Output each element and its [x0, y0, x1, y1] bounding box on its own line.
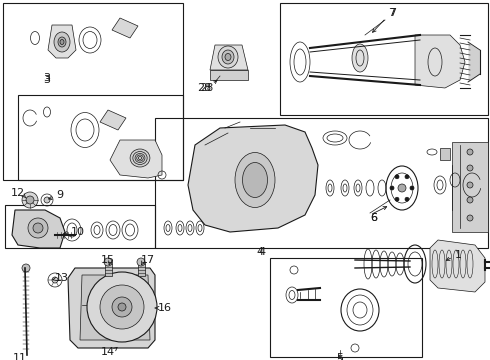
Ellipse shape	[222, 50, 234, 64]
Text: 16: 16	[158, 303, 172, 313]
Text: 12: 12	[11, 188, 25, 198]
Text: 28: 28	[197, 83, 211, 93]
Text: 9: 9	[56, 190, 64, 200]
Polygon shape	[440, 148, 450, 160]
Circle shape	[51, 231, 59, 239]
Ellipse shape	[54, 32, 70, 52]
Text: 11: 11	[13, 353, 27, 360]
Circle shape	[87, 272, 157, 342]
Ellipse shape	[243, 162, 268, 198]
Bar	[452, 142, 488, 232]
Circle shape	[52, 277, 58, 283]
Bar	[155, 118, 488, 248]
Circle shape	[44, 197, 50, 203]
Polygon shape	[110, 140, 162, 178]
Ellipse shape	[225, 54, 231, 60]
Text: 17: 17	[141, 255, 155, 265]
Polygon shape	[210, 70, 248, 80]
Polygon shape	[188, 125, 318, 232]
Polygon shape	[105, 262, 112, 276]
Bar	[18, 95, 183, 180]
Ellipse shape	[58, 37, 66, 47]
Circle shape	[395, 197, 399, 201]
Text: 4: 4	[258, 247, 266, 257]
Bar	[270, 258, 422, 357]
Text: 6: 6	[370, 213, 377, 223]
Ellipse shape	[60, 40, 64, 45]
Text: 1: 1	[455, 250, 462, 260]
Text: 5: 5	[337, 355, 343, 360]
Text: 3: 3	[44, 75, 50, 85]
Ellipse shape	[137, 155, 143, 161]
Circle shape	[467, 197, 473, 203]
Circle shape	[26, 196, 34, 204]
Circle shape	[405, 197, 409, 201]
Circle shape	[395, 175, 399, 179]
Polygon shape	[12, 210, 65, 248]
Ellipse shape	[138, 157, 142, 159]
Circle shape	[467, 149, 473, 155]
Bar	[280, 3, 488, 115]
Bar	[3, 3, 183, 180]
Text: 6: 6	[370, 213, 377, 223]
Circle shape	[22, 192, 38, 208]
Circle shape	[467, 182, 473, 188]
Circle shape	[137, 258, 145, 266]
Circle shape	[467, 165, 473, 171]
Circle shape	[118, 303, 126, 311]
Circle shape	[104, 258, 112, 266]
Text: 7: 7	[389, 8, 395, 18]
Polygon shape	[100, 110, 126, 130]
Polygon shape	[80, 275, 150, 340]
Text: 4: 4	[256, 247, 264, 257]
Polygon shape	[430, 240, 485, 292]
Circle shape	[112, 297, 132, 317]
Text: 14: 14	[101, 347, 115, 357]
Polygon shape	[68, 268, 155, 348]
Text: 15: 15	[101, 255, 115, 265]
Polygon shape	[48, 25, 76, 58]
Polygon shape	[138, 262, 145, 276]
Text: 5: 5	[337, 353, 343, 360]
Ellipse shape	[133, 152, 147, 165]
Text: 13: 13	[55, 273, 69, 283]
Text: 28: 28	[200, 83, 214, 93]
Ellipse shape	[352, 44, 368, 72]
Polygon shape	[112, 18, 138, 38]
Circle shape	[467, 215, 473, 221]
Circle shape	[390, 186, 394, 190]
Text: 10: 10	[71, 227, 85, 237]
Circle shape	[405, 175, 409, 179]
Ellipse shape	[135, 153, 145, 162]
Circle shape	[33, 223, 43, 233]
Ellipse shape	[235, 153, 275, 207]
Bar	[5, 205, 155, 248]
Circle shape	[398, 184, 406, 192]
Ellipse shape	[130, 149, 150, 167]
Polygon shape	[415, 35, 465, 88]
Polygon shape	[210, 45, 248, 70]
Ellipse shape	[218, 46, 238, 68]
Circle shape	[22, 264, 30, 272]
Text: 3: 3	[44, 73, 50, 83]
Circle shape	[410, 186, 414, 190]
Circle shape	[28, 218, 48, 238]
Circle shape	[100, 285, 144, 329]
Text: 7: 7	[390, 8, 396, 18]
